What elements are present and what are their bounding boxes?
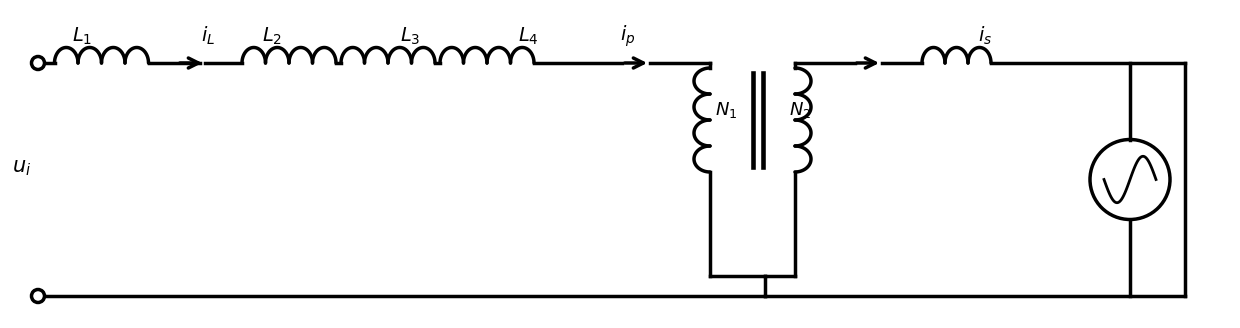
Text: $N_1$: $N_1$ xyxy=(714,100,737,120)
Text: $i_L$: $i_L$ xyxy=(201,25,215,47)
Text: $i_p$: $i_p$ xyxy=(620,23,636,49)
Text: $u_i$: $u_i$ xyxy=(12,158,31,178)
Text: $L_4$: $L_4$ xyxy=(517,25,538,47)
Text: $L_3$: $L_3$ xyxy=(399,25,420,47)
Text: $L_1$: $L_1$ xyxy=(72,25,92,47)
Text: $N_2$: $N_2$ xyxy=(789,100,811,120)
Text: $L_2$: $L_2$ xyxy=(262,25,281,47)
Text: $i_s$: $i_s$ xyxy=(978,25,992,47)
